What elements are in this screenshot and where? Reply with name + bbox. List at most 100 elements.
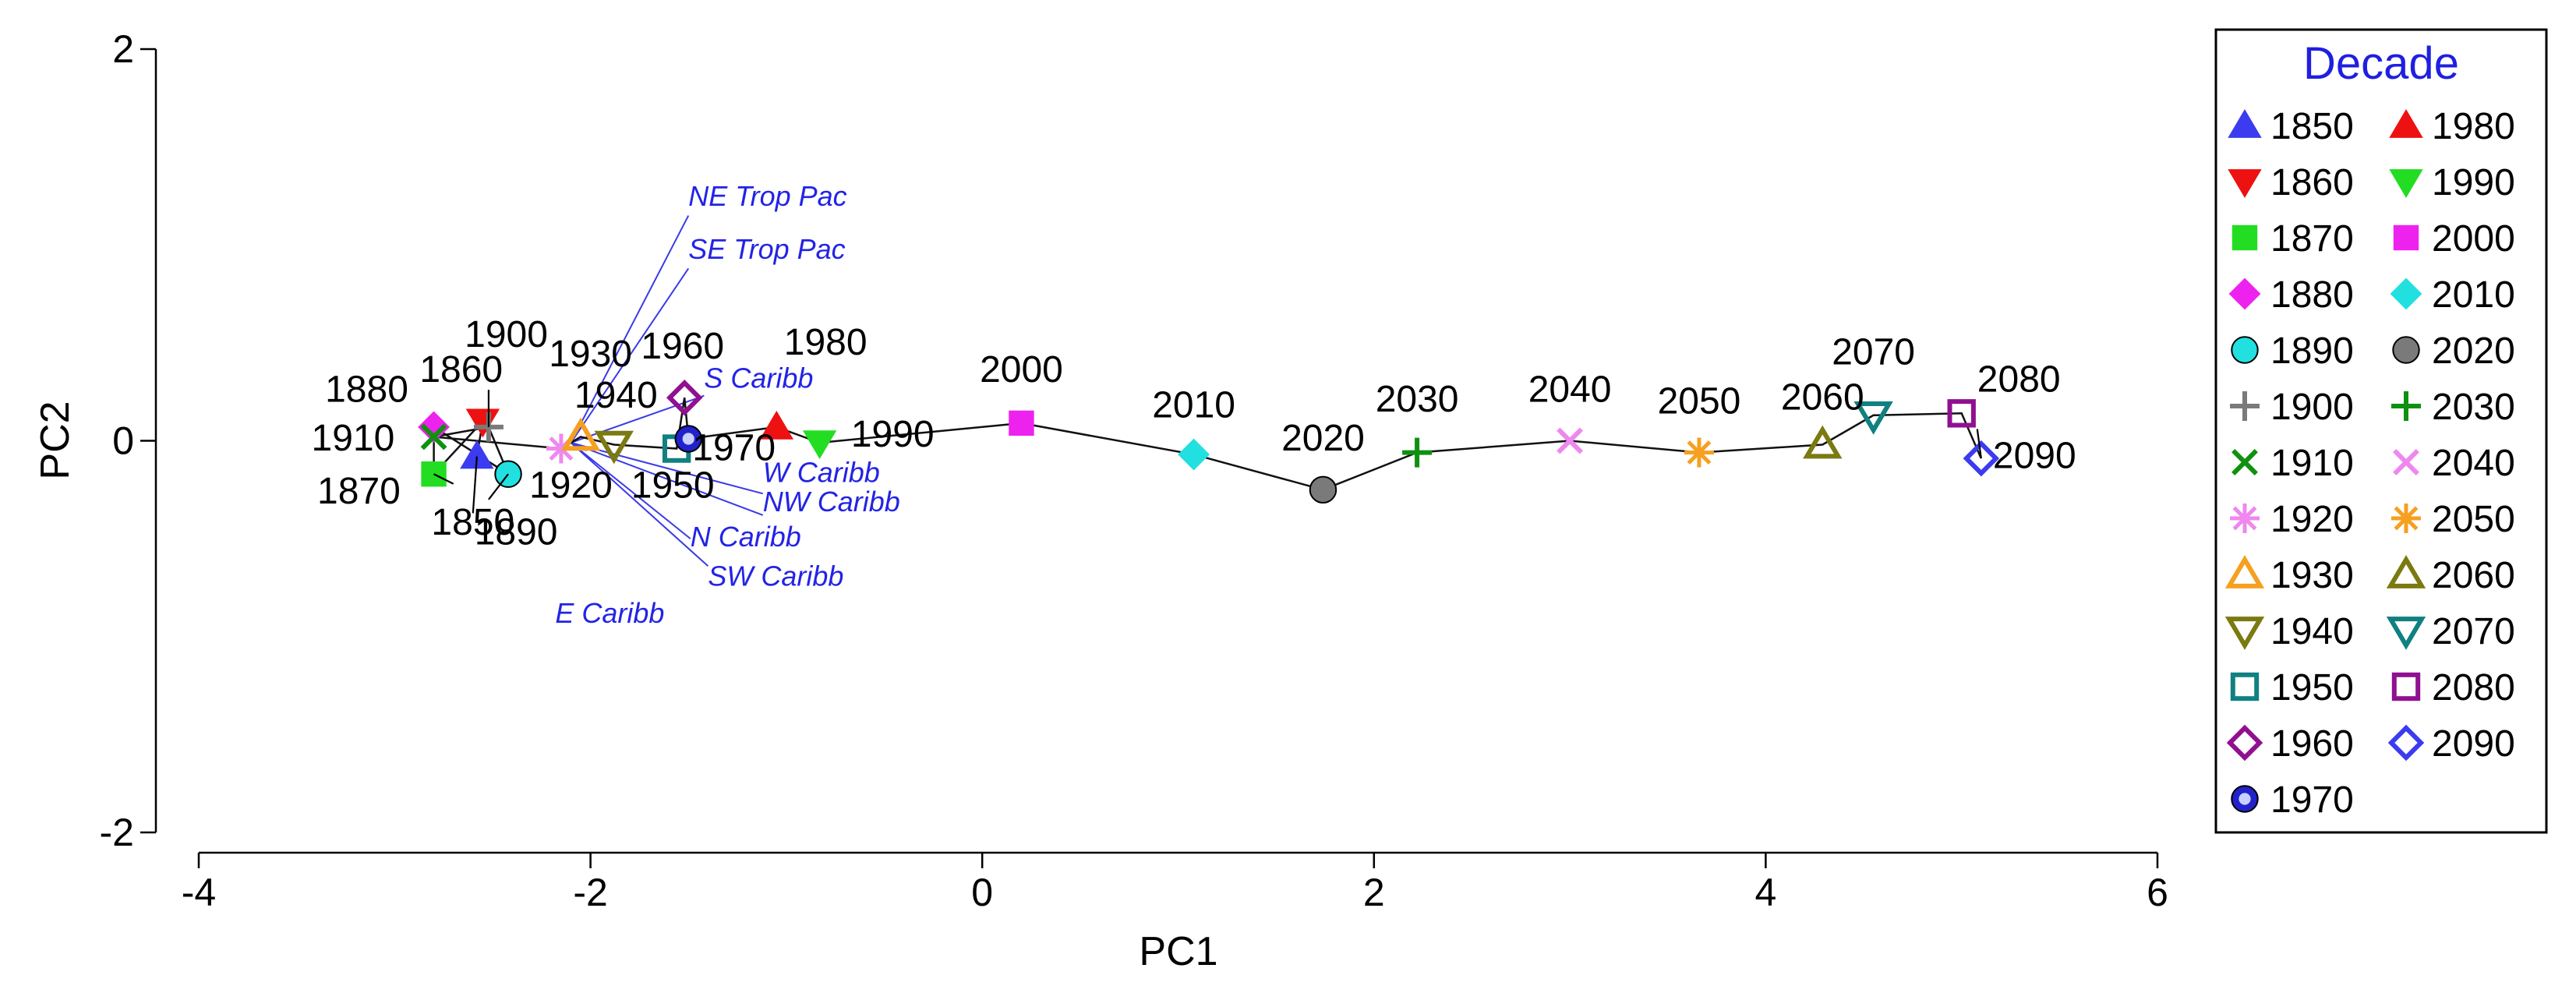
legend-marker — [2389, 169, 2423, 198]
data-point — [1309, 475, 1337, 504]
data-point — [1178, 438, 1210, 471]
legend-entry-label: 2000 — [2432, 218, 2515, 260]
point-label: 1860 — [419, 349, 503, 390]
vector-label: S Caribb — [704, 362, 813, 394]
legend-entry-label: 1880 — [2270, 274, 2354, 316]
data-point — [1684, 437, 1714, 468]
legend-entry-label: 2090 — [2432, 723, 2515, 765]
y-tick-label: -2 — [100, 811, 134, 854]
vector-label: NW Caribb — [763, 486, 900, 518]
legend-marker — [2386, 617, 2426, 650]
data-point — [802, 430, 837, 459]
legend-marker — [2391, 391, 2421, 421]
legend-marker — [2389, 109, 2423, 138]
point-label: 1990 — [851, 414, 935, 455]
legend-entry-label: 2020 — [2432, 330, 2515, 372]
legend-entry-label: 1910 — [2270, 443, 2354, 484]
point-label: 1870 — [317, 471, 401, 512]
point-label: 2050 — [1658, 380, 1741, 422]
label-leader — [488, 473, 509, 500]
point-label: 2010 — [1152, 384, 1235, 426]
point-label: 2090 — [1993, 436, 2076, 477]
legend-title: Decade — [2303, 38, 2459, 89]
point-labels: 1850 1860 1870 1880 1890 1900 1910 1920 19301940… — [312, 314, 2076, 553]
data-point — [1557, 427, 1584, 454]
legend-entry-label: 1900 — [2270, 387, 2354, 428]
legend-entry-label: 2040 — [2432, 443, 2515, 484]
label-leader — [1976, 429, 1982, 459]
legend-entry-label: 1970 — [2270, 779, 2354, 821]
legend-entry-label: 1930 — [2270, 555, 2354, 596]
point-label: 2070 — [1832, 332, 1915, 373]
point-label: 1850 — [431, 502, 514, 543]
legend-entry-label: 1990 — [2432, 162, 2515, 203]
data-point — [594, 430, 634, 465]
legend-entry-label: 1920 — [2270, 499, 2354, 540]
legend-entry-label: 1870 — [2270, 218, 2354, 260]
data-points — [418, 379, 2000, 504]
legend-marker — [2228, 109, 2262, 138]
legend-marker — [2393, 449, 2419, 475]
legend-entry-label: 2080 — [2432, 667, 2515, 708]
x-tick-label: 0 — [971, 871, 993, 914]
legend-entry-label: 1850 — [2270, 106, 2354, 147]
legend-marker — [2224, 617, 2265, 650]
vector-line — [570, 215, 690, 443]
data-point — [1803, 425, 1843, 459]
x-tick-label: -2 — [573, 871, 607, 914]
loading-vectors: NE Trop Pac SE Trop Pac S Caribb W CaribbNW… — [555, 180, 899, 629]
legend-entry-label: 1980 — [2432, 106, 2515, 147]
vector-label: W Caribb — [763, 456, 880, 488]
vector-line — [570, 442, 691, 539]
vector-label: N Caribb — [691, 521, 801, 553]
legend-marker — [2231, 785, 2259, 813]
point-label: 1970 — [692, 428, 776, 469]
vector-line — [571, 442, 764, 516]
x-axis-title: PC1 — [1139, 929, 1217, 974]
data-point — [666, 379, 703, 416]
legend-marker — [2386, 555, 2426, 588]
data-point — [494, 460, 522, 488]
vector-label: NE Trop Pac — [688, 180, 846, 212]
legend-marker — [2231, 449, 2258, 475]
vector-label: E Caribb — [555, 597, 664, 629]
x-tick-label: -4 — [182, 871, 216, 914]
data-point — [1009, 410, 1034, 436]
legend-marker — [2226, 724, 2263, 761]
legend-marker — [2231, 224, 2258, 251]
legend-entry-label: 2070 — [2432, 611, 2515, 652]
legend-marker — [2392, 336, 2420, 364]
vector-label: SW Caribb — [708, 560, 843, 592]
label-leader — [433, 473, 454, 485]
point-label: 1980 — [784, 322, 868, 363]
legend: Decade 1850 1860 1870 1880 1890 1900 1910 1920 19… — [2214, 28, 2548, 834]
legend-marker — [2230, 391, 2260, 421]
vector-line — [570, 267, 690, 443]
legend-entry-label: 1960 — [2270, 723, 2354, 765]
point-label: 2060 — [1781, 376, 1864, 418]
data-point — [674, 425, 702, 453]
point-label: 2020 — [1281, 418, 1365, 459]
data-point — [420, 423, 447, 451]
legend-marker — [2391, 672, 2421, 701]
legend-box — [2214, 28, 2548, 834]
legend-entry-label: 2030 — [2432, 387, 2515, 428]
legend-entry-label: 1860 — [2270, 162, 2354, 203]
point-label: 1890 — [475, 512, 558, 553]
axes: -4 -2 0 2 4 6 -2 0 2 PC1 PC2 — [33, 27, 2168, 974]
vector-line — [570, 442, 709, 567]
legend-entry-label: 2010 — [2432, 274, 2515, 316]
legend-marker — [2230, 672, 2260, 701]
point-label: 1950 — [631, 465, 715, 506]
y-axis-title: PC2 — [33, 401, 78, 479]
y-tick-label: 0 — [112, 419, 134, 463]
legend-marker — [2390, 277, 2422, 310]
point-label: 1930 — [549, 334, 632, 375]
x-tick-label: 6 — [2147, 871, 2168, 914]
point-label: 1900 — [465, 314, 548, 355]
vector-label: SE Trop Pac — [688, 233, 845, 265]
data-point — [1963, 440, 2000, 477]
x-tick-label: 2 — [1363, 871, 1385, 914]
data-point — [759, 410, 794, 440]
